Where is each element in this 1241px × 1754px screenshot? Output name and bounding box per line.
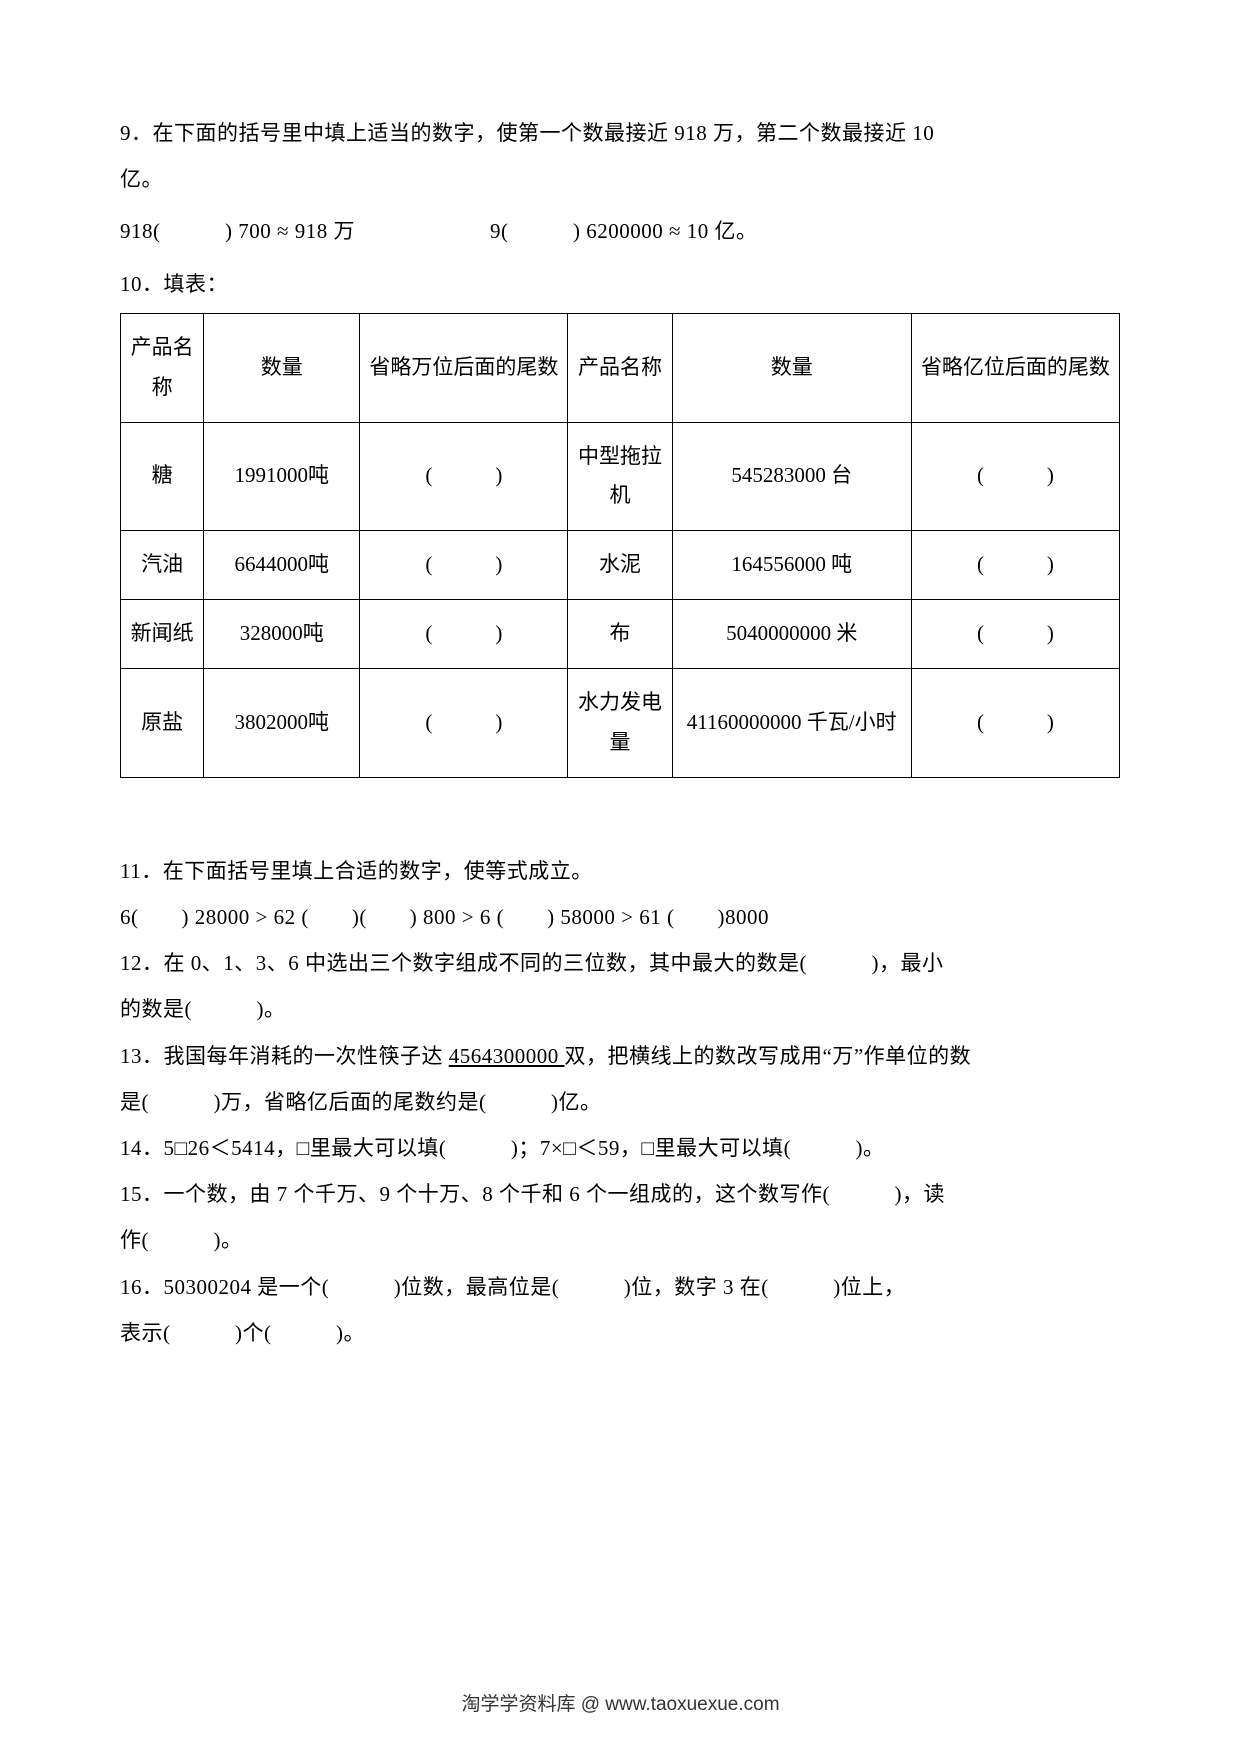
cell: 新闻纸 xyxy=(121,600,204,669)
cell: ( ) xyxy=(360,600,568,669)
q13-line1: 13．我国每年消耗的一次性筷子达 4564300000 双，把横线上的数改写成用… xyxy=(120,1033,1121,1079)
q12-line1: 12．在 0、1、3、6 中选出三个数字组成不同的三位数，其中最大的数是( )，… xyxy=(120,940,1121,986)
cell: ( ) xyxy=(360,531,568,600)
q16-line1: 16．50300204 是一个( )位数，最高位是( )位，数字 3 在( )位… xyxy=(120,1264,1121,1310)
q11-line1: 11．在下面括号里填上合适的数字，使等式成立。 xyxy=(120,848,1121,894)
cell: 6644000吨 xyxy=(204,531,360,600)
cell: 5040000000 米 xyxy=(672,600,911,669)
cell: 164556000 吨 xyxy=(672,531,911,600)
cell: 水力发电量 xyxy=(568,669,672,778)
q13-line2: 是( )万，省略亿后面的尾数约是( )亿。 xyxy=(120,1079,1121,1125)
q16-line2: 表示( )个( )。 xyxy=(120,1310,1121,1356)
cell: ( ) xyxy=(911,669,1119,778)
cell: 原盐 xyxy=(121,669,204,778)
page-footer: 淘学学资料库 @ www.taoxuexue.com xyxy=(0,1689,1241,1716)
cell: 328000吨 xyxy=(204,600,360,669)
q15-line1: 15．一个数，由 7 个千万、9 个十万、8 个千和 6 个一组成的，这个数写作… xyxy=(120,1171,1121,1217)
cell: ( ) xyxy=(911,600,1119,669)
q9-line1: 9．在下面的括号里中填上适当的数字，使第一个数最接近 918 万，第二个数最接近… xyxy=(120,110,1121,156)
table-header-row: 产品名称 数量 省略万位后面的尾数 产品名称 数量 省略亿位后面的尾数 xyxy=(121,313,1120,422)
header-cell: 数量 xyxy=(204,313,360,422)
table-row: 汽油 6644000吨 ( ) 水泥 164556000 吨 ( ) xyxy=(121,531,1120,600)
q13-underlined-number: 4564300000 xyxy=(449,1044,565,1068)
cell: 汽油 xyxy=(121,531,204,600)
q9-expr1: 918( ) 700 ≈ 918 万 xyxy=(120,208,490,254)
header-cell: 数量 xyxy=(672,313,911,422)
q10-label: 10．填表： xyxy=(120,261,1121,307)
cell: 41160000000 千瓦/小时 xyxy=(672,669,911,778)
q14-line: 14．5□26＜5414，□里最大可以填( )；7×□＜59，□里最大可以填( … xyxy=(120,1125,1121,1171)
cell: 水泥 xyxy=(568,531,672,600)
q13-pre: 13．我国每年消耗的一次性筷子达 xyxy=(120,1044,449,1068)
q12-line2: 的数是( )。 xyxy=(120,986,1121,1032)
header-cell: 省略万位后面的尾数 xyxy=(360,313,568,422)
cell: 545283000 台 xyxy=(672,422,911,531)
header-cell: 产品名称 xyxy=(568,313,672,422)
q9-expr2: 9( ) 6200000 ≈ 10 亿。 xyxy=(490,208,758,254)
table-row: 糖 1991000吨 ( ) 中型拖拉机 545283000 台 ( ) xyxy=(121,422,1120,531)
q15-line2: 作( )。 xyxy=(120,1217,1121,1263)
cell: ( ) xyxy=(360,669,568,778)
cell: ( ) xyxy=(911,531,1119,600)
table-row: 原盐 3802000吨 ( ) 水力发电量 41160000000 千瓦/小时 … xyxy=(121,669,1120,778)
cell: 中型拖拉机 xyxy=(568,422,672,531)
q11-line2: 6( ) 28000 > 62 ( )( ) 800 > 6 ( ) 58000… xyxy=(120,894,1121,940)
table-row: 新闻纸 328000吨 ( ) 布 5040000000 米 ( ) xyxy=(121,600,1120,669)
cell: ( ) xyxy=(360,422,568,531)
q9-expressions: 918( ) 700 ≈ 918 万 9( ) 6200000 ≈ 10 亿。 xyxy=(120,208,1121,254)
q13-post: 双，把横线上的数改写成用“万”作单位的数 xyxy=(565,1044,972,1068)
header-cell: 产品名称 xyxy=(121,313,204,422)
cell: 布 xyxy=(568,600,672,669)
cell: 3802000吨 xyxy=(204,669,360,778)
cell: 1991000吨 xyxy=(204,422,360,531)
cell: 糖 xyxy=(121,422,204,531)
q10-table: 产品名称 数量 省略万位后面的尾数 产品名称 数量 省略亿位后面的尾数 糖 19… xyxy=(120,313,1120,778)
cell: ( ) xyxy=(911,422,1119,531)
header-cell: 省略亿位后面的尾数 xyxy=(911,313,1119,422)
q9-line2: 亿。 xyxy=(120,156,1121,202)
